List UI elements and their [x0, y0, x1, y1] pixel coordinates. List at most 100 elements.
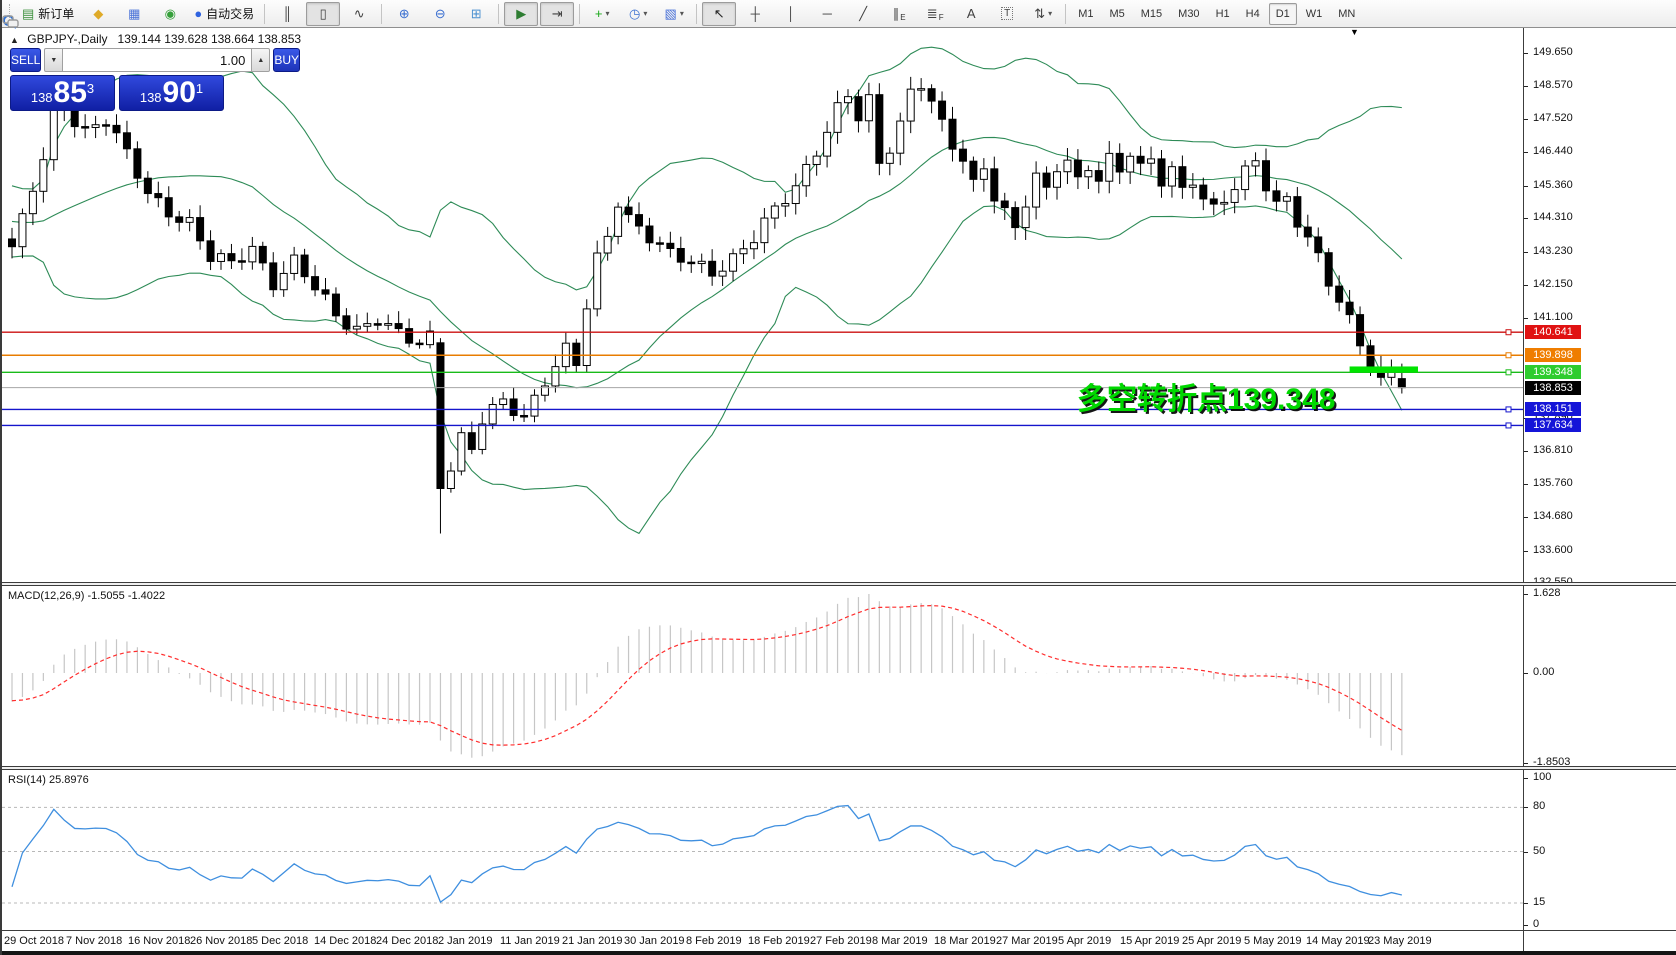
tile-windows-button[interactable]: ⊞: [459, 2, 493, 26]
buy-price-button[interactable]: 138 90 1: [119, 75, 224, 111]
arrows-button[interactable]: ⇅ ▾: [1026, 2, 1060, 26]
trendline-button[interactable]: ╱: [846, 2, 880, 26]
line-handle[interactable]: [1505, 369, 1512, 376]
sell-button[interactable]: SELL: [10, 48, 42, 72]
date-label: 7 Nov 2018: [66, 935, 123, 947]
periods-button[interactable]: ◷ ▾: [621, 2, 655, 26]
indicators-button[interactable]: + ▾: [585, 2, 619, 26]
text-button[interactable]: A: [954, 2, 988, 26]
candle-body: [300, 254, 309, 278]
tab-timeframe-H4[interactable]: H4: [1245, 7, 1260, 20]
line-handle[interactable]: [1505, 406, 1512, 413]
macd-label: MACD(12,26,9) -1.5055 -1.4022: [8, 590, 166, 602]
sell-price-prefix: 138: [30, 90, 53, 105]
tab-timeframe-W1[interactable]: W1: [1305, 7, 1323, 20]
candle-body: [154, 193, 163, 199]
channel-button[interactable]: ∥ E: [882, 2, 916, 26]
candle-body: [1272, 190, 1281, 202]
text-icon: A: [966, 6, 976, 21]
candlestick-button[interactable]: ▯: [306, 1, 341, 26]
candle-body: [1011, 207, 1020, 229]
charts-window-button[interactable]: ▦: [117, 2, 151, 26]
candle-body: [1053, 171, 1061, 188]
time-axis[interactable]: 29 Oct 2018 7 Nov 2018 16 Nov 2018 26 Nov 2…: [2, 933, 1523, 951]
pane-divider[interactable]: [2, 582, 1676, 586]
axis-tick: [1524, 925, 1528, 926]
auto-scroll-button[interactable]: ▶: [504, 1, 539, 26]
date-label: 8 Mar 2019: [872, 935, 928, 947]
pane-divider[interactable]: [2, 766, 1676, 770]
tab-timeframe-M1[interactable]: M1: [1078, 7, 1094, 20]
zoom-in-button[interactable]: ⊕: [387, 2, 421, 26]
candle-body: [697, 260, 706, 265]
line-handle[interactable]: [1505, 422, 1512, 429]
candle-body: [446, 470, 455, 490]
cursor-button[interactable]: ↖: [702, 1, 737, 26]
tab-timeframe-D1[interactable]: D1: [1268, 2, 1297, 25]
price-axis[interactable]: 149.650 148.570 147.520 146.440 145.360 144.3…: [1523, 28, 1676, 951]
axis-tick: [1524, 673, 1528, 674]
cursor-icon: ↖: [713, 6, 725, 21]
buy-button[interactable]: BUY: [273, 48, 301, 72]
horizontal-line-button[interactable]: ─: [810, 2, 844, 26]
price-tick-146.440: 146.440: [1533, 145, 1573, 158]
line-chart-button[interactable]: ∿: [342, 2, 376, 26]
thick-trend-segment[interactable]: [1349, 366, 1418, 373]
price-tick-149.650: 149.650: [1533, 45, 1573, 58]
autotrading-icon: ●: [194, 6, 203, 21]
tab-timeframe-M30[interactable]: M30: [1178, 7, 1200, 20]
candle-body: [781, 203, 790, 207]
bollinger-middle-band[interactable]: [11, 136, 1403, 389]
axis-tick: [1524, 417, 1528, 419]
candle-body: [436, 342, 445, 489]
zoom-out-button[interactable]: ⊖: [423, 2, 457, 26]
bollinger-lower-band[interactable]: [11, 205, 1403, 535]
bar-chart-button[interactable]: ║: [270, 2, 304, 26]
fibonacci-button[interactable]: ≣ F: [918, 2, 952, 26]
chart-text-annotation[interactable]: 多空转折点139.348: [1077, 383, 1336, 416]
candle-body: [196, 217, 205, 242]
styler-button[interactable]: ◆: [81, 2, 115, 26]
price-chart-canvas[interactable]: [2, 28, 1523, 582]
candle-body: [175, 216, 184, 223]
rsi-tick-50: 50: [1533, 845, 1546, 857]
tab-timeframe-H1[interactable]: H1: [1215, 7, 1230, 20]
macd-pane-canvas[interactable]: [2, 586, 1523, 766]
sell-price-button[interactable]: 138 85 3: [10, 75, 115, 111]
rsi-line[interactable]: [11, 804, 1402, 904]
tab-timeframe-MN[interactable]: MN: [1338, 7, 1356, 20]
candle-body: [1199, 184, 1208, 200]
templates-button[interactable]: ▧ ▾: [657, 2, 691, 26]
auto-scroll-icon: ▶: [516, 6, 527, 21]
line-handle[interactable]: [1505, 352, 1512, 359]
candle-body: [990, 168, 999, 202]
candle-body: [352, 325, 361, 330]
volume-down-button[interactable]: ▼: [44, 48, 64, 72]
axis-tick: [1524, 185, 1528, 187]
equidistant-channel-icon: ∥: [892, 6, 900, 21]
signals-button[interactable]: ◉: [153, 2, 187, 26]
line-handle[interactable]: [1505, 329, 1512, 336]
crosshair-button[interactable]: ┼: [738, 2, 772, 26]
panel-collapse-icon[interactable]: ▲: [10, 35, 19, 45]
volume-up-button[interactable]: ▲: [251, 48, 271, 72]
tab-timeframe-M5[interactable]: M5: [1109, 7, 1125, 20]
volume-input[interactable]: [63, 48, 252, 72]
new-order-button[interactable]: ▤ 新订单: [17, 2, 79, 26]
tab-timeframe-M15[interactable]: M15: [1140, 7, 1163, 20]
candle-body: [1262, 160, 1270, 192]
vertical-line-button[interactable]: │: [774, 2, 808, 26]
clock-icon: ◷: [629, 6, 641, 21]
date-label: 27 Mar 2019: [996, 935, 1058, 947]
candle-body: [279, 272, 288, 291]
chart-shift-button[interactable]: ⇥: [540, 1, 575, 26]
candle-body: [770, 205, 779, 219]
candle-body: [488, 404, 497, 425]
axis-tick: [1524, 763, 1528, 764]
rsi-pane-canvas[interactable]: [2, 770, 1523, 930]
autotrading-button[interactable]: ● 自动交易: [189, 2, 259, 26]
text-label-button[interactable]: T: [990, 2, 1024, 26]
date-label: 24 Dec 2018: [376, 935, 439, 947]
sell-price-main: 85: [53, 76, 87, 109]
